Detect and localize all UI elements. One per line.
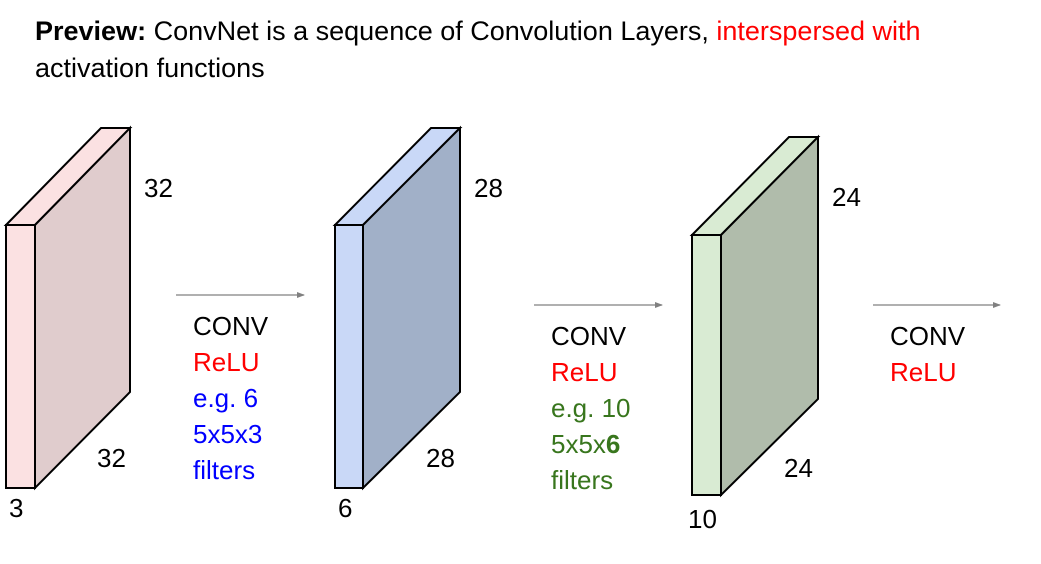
title-bold: Preview: (35, 16, 146, 46)
volume-conv1-depth-label: 6 (338, 493, 352, 523)
step-2-filter-size: 5x5x6 (551, 429, 620, 459)
step-2-labels: CONV ReLU e.g. 10 5x5x6 filters (551, 321, 631, 495)
step-1-labels: CONV ReLU e.g. 6 5x5x3 filters (193, 311, 269, 485)
title-line-1: Preview: ConvNet is a sequence of Convol… (35, 16, 921, 46)
volume-input-front (5, 224, 36, 489)
step-1-filter-size: 5x5x3 (193, 419, 262, 449)
title-red-text: interspersed with (716, 16, 920, 46)
volume-conv1-front (334, 224, 364, 489)
volume-conv1-height-label: 28 (474, 173, 503, 203)
volume-conv2-width-label: 24 (784, 453, 813, 483)
volume-conv1-width-label: 28 (426, 443, 455, 473)
step-1-conv: CONV (193, 311, 269, 341)
volume-conv1: 28 28 6 (332, 125, 503, 523)
volume-input-height-label: 32 (144, 173, 173, 203)
step-1-eg: e.g. 6 (193, 383, 258, 413)
step-3-relu: ReLU (890, 357, 956, 387)
step-2-conv: CONV (551, 321, 627, 351)
volume-conv2: 24 24 10 (688, 134, 861, 534)
step-2-eg: e.g. 10 (551, 393, 631, 423)
step-3-conv: CONV (890, 321, 966, 351)
volume-input-depth-label: 3 (9, 493, 23, 523)
step-1-filters: filters (193, 455, 255, 485)
step-2-filter-size-bold: 6 (606, 429, 620, 459)
step-2-relu: ReLU (551, 357, 617, 387)
step-3-labels: CONV ReLU (890, 321, 966, 387)
title-black-text: ConvNet is a sequence of Convolution Lay… (146, 16, 716, 46)
volume-input: 32 32 3 (3, 125, 173, 523)
volume-input-width-label: 32 (97, 443, 126, 473)
step-1-relu: ReLU (193, 347, 259, 377)
volume-conv2-front (691, 234, 722, 496)
title-line-2: activation functions (35, 53, 265, 83)
step-2-filter-size-text: 5x5x (551, 429, 606, 459)
volume-conv2-depth-label: 10 (688, 504, 717, 534)
volume-conv2-height-label: 24 (832, 182, 861, 212)
step-2-filters: filters (551, 465, 613, 495)
